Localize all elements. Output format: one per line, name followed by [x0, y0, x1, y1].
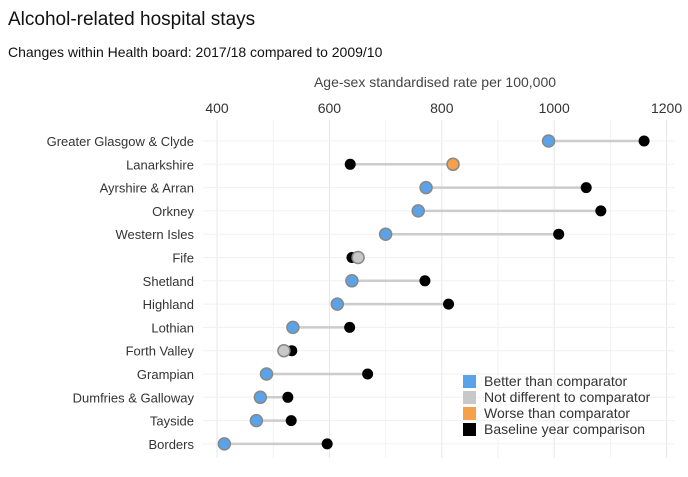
row-forth-valley: Forth Valley	[126, 344, 298, 359]
baseline-point	[419, 275, 431, 287]
row-orkney: Orkney	[152, 204, 607, 219]
baseline-point	[285, 415, 297, 427]
current-point	[286, 320, 300, 335]
legend-label: Better than comparator	[484, 373, 628, 389]
current-point	[217, 437, 232, 451]
x-axis-ticks: 400 600 800 1000 1200	[205, 100, 682, 116]
baseline-point	[362, 368, 374, 380]
row-shetland: Shetland	[143, 274, 431, 289]
current-point	[378, 227, 393, 241]
baseline-point	[638, 135, 650, 147]
x-tick-label: 1200	[651, 100, 682, 116]
category-label: Lothian	[151, 320, 194, 335]
category-label: Greater Glasgow & Clyde	[47, 134, 194, 149]
current-point	[249, 413, 264, 428]
current-point	[419, 180, 433, 195]
baseline-point	[580, 182, 592, 194]
current-point	[330, 297, 345, 311]
category-label: Lanarkshire	[126, 157, 194, 172]
x-axis-title: Age-sex standardised rate per 100,000	[314, 74, 556, 90]
category-label: Forth Valley	[126, 344, 195, 359]
category-label: Highland	[143, 297, 194, 312]
rows-layer: Greater Glasgow & Clyde Lanarkshire Ayrshi…	[47, 134, 650, 452]
category-label: Grampian	[137, 367, 194, 382]
category-label: Dumfries & Galloway	[73, 390, 195, 405]
row-borders: Borders	[148, 437, 333, 452]
row-grampian: Grampian	[137, 367, 374, 382]
row-western-isles: Western Isles	[115, 227, 565, 242]
category-label: Fife	[172, 251, 194, 266]
current-point	[541, 134, 556, 148]
legend-swatch	[463, 407, 476, 420]
row-ayrshire-arran: Ayrshire & Arran	[100, 181, 592, 196]
baseline-point	[282, 391, 294, 403]
legend-swatch	[463, 375, 476, 388]
row-lothian: Lothian	[151, 320, 356, 335]
category-label: Shetland	[143, 274, 194, 289]
row-tayside: Tayside	[150, 414, 297, 429]
legend-item-nodiff: Not different to comparator	[463, 389, 651, 405]
legend-label: Worse than comparator	[484, 405, 630, 421]
legend-swatch	[463, 423, 476, 436]
current-point	[345, 274, 359, 288]
chart-title: Alcohol-related hospital stays	[8, 9, 256, 30]
baseline-point	[344, 158, 356, 170]
legend-item-baseline: Baseline year comparison	[463, 421, 645, 437]
row-greater-glasgow-clyde: Greater Glasgow & Clyde	[47, 134, 650, 149]
chart-subtitle: Changes within Health board: 2017/18 com…	[8, 44, 383, 60]
legend-item-better: Better than comparator	[463, 373, 628, 389]
current-point	[277, 343, 291, 358]
legend-label: Not different to comparator	[484, 389, 651, 405]
x-tick-label: 600	[318, 100, 342, 116]
baseline-point	[443, 298, 455, 310]
legend-swatch	[463, 391, 476, 404]
x-tick-label: 800	[430, 100, 454, 116]
category-label: Tayside	[150, 414, 194, 429]
current-point	[253, 390, 268, 405]
baseline-point	[321, 438, 333, 450]
current-point	[446, 157, 460, 172]
current-point	[351, 250, 365, 265]
current-point	[259, 367, 274, 381]
row-dumfries-galloway: Dumfries & Galloway	[73, 390, 294, 405]
row-fife: Fife	[172, 250, 365, 266]
category-label: Ayrshire & Arran	[100, 181, 194, 196]
category-label: Western Isles	[115, 227, 194, 242]
baseline-point	[553, 228, 565, 240]
category-label: Borders	[148, 437, 194, 452]
x-tick-label: 1000	[539, 100, 570, 116]
x-tick-label: 400	[205, 100, 229, 116]
legend-label: Baseline year comparison	[484, 421, 645, 437]
current-point	[411, 204, 425, 218]
baseline-point	[344, 321, 356, 333]
row-highland: Highland	[143, 297, 455, 312]
legend-item-worse: Worse than comparator	[463, 405, 630, 421]
row-lanarkshire: Lanarkshire	[126, 157, 460, 172]
category-label: Orkney	[152, 204, 194, 219]
baseline-point	[595, 205, 607, 217]
